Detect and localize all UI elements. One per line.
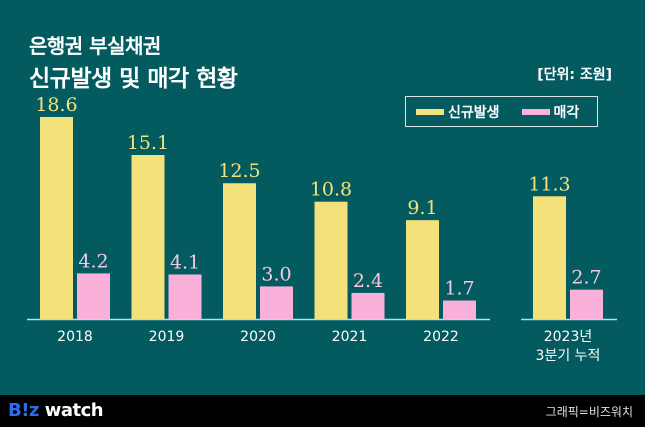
- footer: B!z watch 그래픽=비즈워치: [0, 395, 645, 427]
- legend-item-new: 신규발생: [416, 102, 500, 122]
- logo-biz: B!z: [8, 400, 39, 421]
- value-label-new-4: 9.1: [407, 197, 437, 219]
- legend-swatch-sale: [521, 108, 550, 115]
- x-tick-label-0: 2018: [57, 329, 93, 345]
- legend-label-sale: 매각: [553, 104, 580, 121]
- bar-sale-3: [351, 292, 385, 319]
- value-label-new-2: 12.5: [218, 160, 260, 182]
- x-tick-label-3: 2021: [332, 329, 368, 345]
- legend: 신규발생 매각: [405, 96, 598, 127]
- value-label-sale-1: 4.1: [170, 251, 200, 273]
- x-tick-label-4: 2022: [423, 329, 459, 345]
- bar-new-5: [533, 196, 566, 319]
- logo-watch: watch: [44, 400, 104, 421]
- legend-swatch-new: [416, 108, 444, 115]
- x-tick-label-5-line2: 3분기 누적: [536, 348, 601, 364]
- legend-label-new: 신규발생: [448, 104, 500, 121]
- unit-label: [단위: 조원]: [537, 67, 612, 83]
- x-tick-label-5: 2023년: [544, 329, 593, 345]
- x-tick-label-1: 2019: [149, 329, 185, 345]
- bar-new-1: [131, 155, 165, 319]
- bar-new-0: [40, 117, 73, 319]
- bar-new-2: [223, 183, 256, 319]
- bar-sale-2: [260, 286, 293, 319]
- value-label-new-1: 15.1: [127, 132, 169, 154]
- bar-sale-4: [443, 300, 476, 319]
- bar-chart: 18.6 4.2 2018 15.1 4.1 2019 12.5 3.0 2020 10.8 2.4…: [27, 94, 617, 364]
- chart-title-line1: 은행권 부실채권: [29, 34, 161, 58]
- value-label-sale-5: 2.7: [571, 267, 601, 289]
- chart-title-line2: 신규발생 및 매각 현황: [29, 66, 238, 92]
- value-label-new-0: 18.6: [35, 94, 77, 116]
- bizwatch-logo: B!z watch: [8, 400, 104, 421]
- value-label-sale-2: 3.0: [261, 263, 291, 285]
- legend-item-sale: 매각: [521, 102, 580, 122]
- bar-sale-5: [570, 289, 603, 319]
- bar-new-3: [314, 201, 348, 319]
- bar-sale-0: [77, 273, 110, 319]
- graphic-credit: 그래픽=비즈워치: [545, 405, 633, 419]
- value-label-sale-3: 2.4: [353, 270, 383, 292]
- value-label-sale-4: 1.7: [444, 278, 474, 300]
- bar-sale-1: [168, 274, 202, 319]
- bar-new-4: [406, 220, 439, 319]
- value-label-sale-0: 4.2: [78, 250, 108, 272]
- value-label-new-5: 11.3: [528, 173, 570, 195]
- x-tick-label-2: 2020: [240, 329, 276, 345]
- value-label-new-3: 10.8: [310, 179, 352, 201]
